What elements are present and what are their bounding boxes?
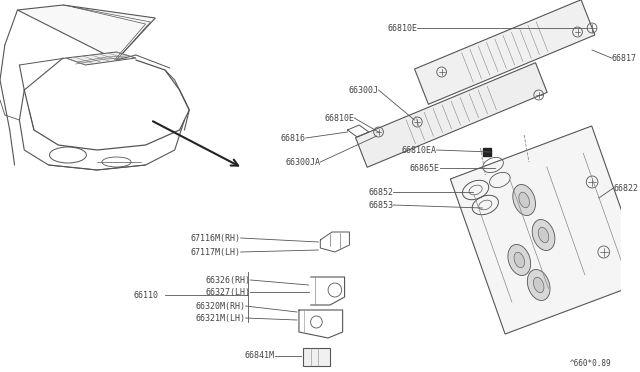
Text: 66853: 66853 xyxy=(368,201,393,209)
Text: 66816: 66816 xyxy=(281,134,306,142)
Text: 66300JA: 66300JA xyxy=(285,157,320,167)
Text: 66326(RH): 66326(RH) xyxy=(205,276,250,285)
Polygon shape xyxy=(415,0,595,104)
Ellipse shape xyxy=(514,252,525,268)
Bar xyxy=(483,148,491,156)
Polygon shape xyxy=(66,52,136,65)
Text: 66810E: 66810E xyxy=(324,113,355,122)
Polygon shape xyxy=(356,63,547,167)
Text: 66822: 66822 xyxy=(613,183,639,192)
Ellipse shape xyxy=(508,244,531,276)
Ellipse shape xyxy=(533,277,544,293)
Bar xyxy=(303,348,330,366)
Text: 66300J: 66300J xyxy=(349,86,378,94)
Text: 66327(LH): 66327(LH) xyxy=(205,288,250,296)
Text: 67117M(LH): 67117M(LH) xyxy=(191,247,241,257)
Text: 66810E: 66810E xyxy=(387,23,417,32)
Text: 66817: 66817 xyxy=(611,54,637,62)
Polygon shape xyxy=(17,5,156,60)
Text: 67116M(RH): 67116M(RH) xyxy=(191,234,241,243)
Ellipse shape xyxy=(527,269,550,301)
Text: 66810EA: 66810EA xyxy=(402,145,436,154)
Text: ^660*0.89: ^660*0.89 xyxy=(570,359,611,368)
Text: 66841M: 66841M xyxy=(244,352,275,360)
Text: 66321M(LH): 66321M(LH) xyxy=(196,314,246,323)
Ellipse shape xyxy=(519,192,529,208)
Text: 66852: 66852 xyxy=(368,187,393,196)
Ellipse shape xyxy=(538,227,549,243)
Text: 66320M(RH): 66320M(RH) xyxy=(196,301,246,311)
Ellipse shape xyxy=(513,185,536,215)
Text: 66110: 66110 xyxy=(133,291,158,299)
Text: 66865E: 66865E xyxy=(410,164,440,173)
Ellipse shape xyxy=(532,219,555,250)
Polygon shape xyxy=(451,126,640,334)
